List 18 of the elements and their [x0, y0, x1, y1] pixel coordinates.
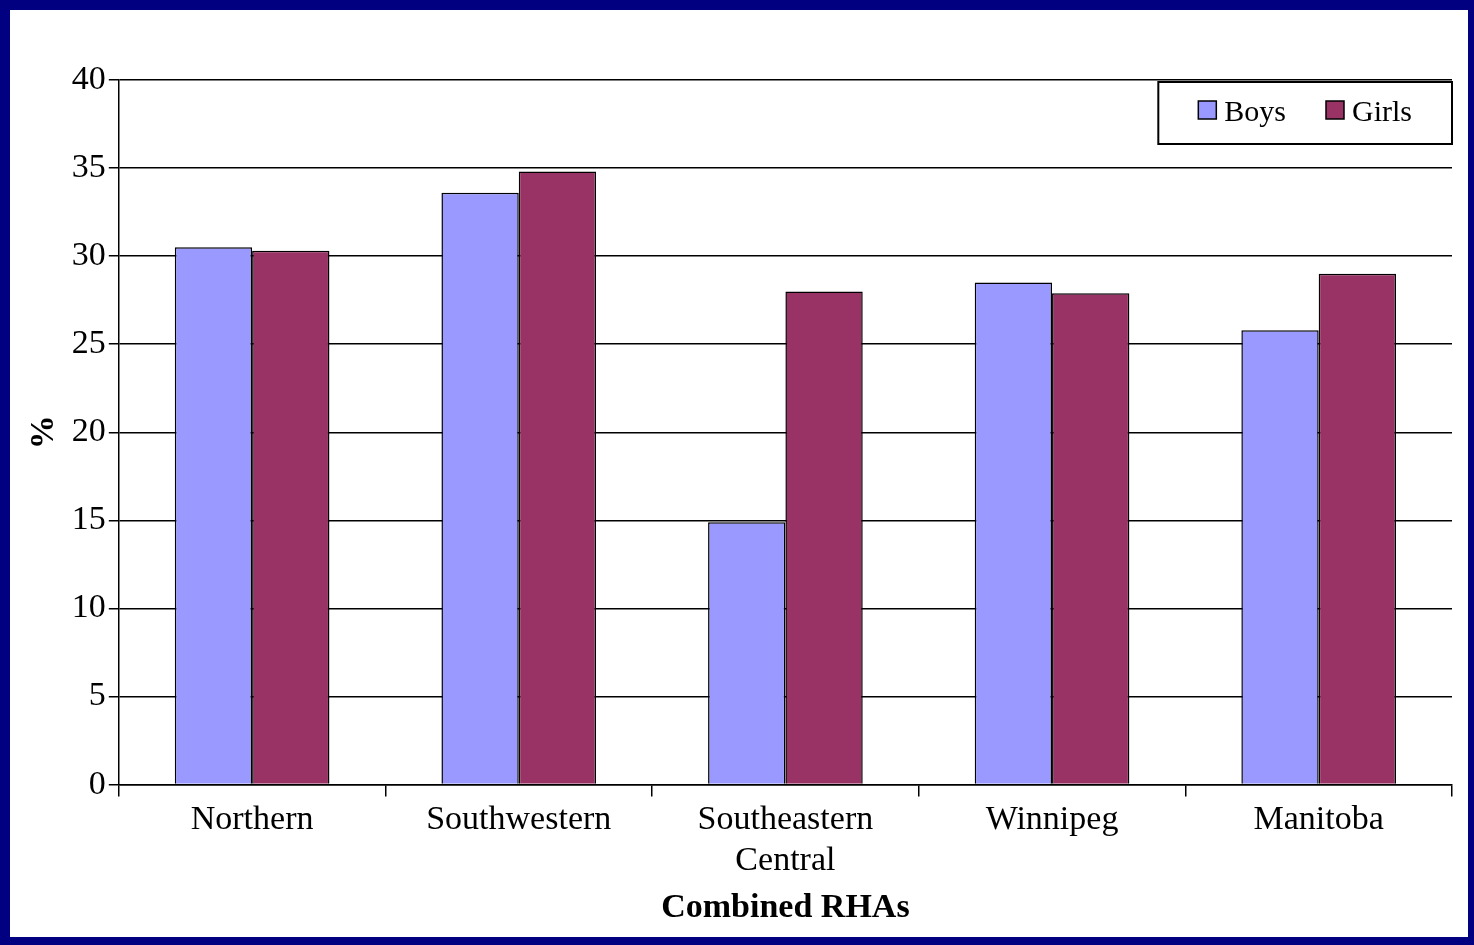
- y-tick-label: 0: [88, 763, 106, 801]
- y-tick-label: 5: [88, 675, 106, 713]
- x-tick-label: Northern: [190, 798, 314, 836]
- y-tick-label: 15: [71, 499, 106, 537]
- x-tick-label: Southeastern Central: [697, 798, 874, 877]
- x-tick-label: Manitoba: [1253, 798, 1384, 836]
- x-axis-title: Combined RHAs: [661, 887, 910, 925]
- y-tick-label: 25: [71, 323, 106, 361]
- y-axis-title: %: [23, 415, 61, 450]
- y-tick-label: 35: [71, 147, 106, 184]
- legend-label: Boys: [1224, 93, 1286, 127]
- y-tick-label: 10: [71, 587, 106, 625]
- y-tick-label: 30: [71, 235, 106, 273]
- x-tick-label: Southwestern: [426, 798, 612, 836]
- legend-label: Girls: [1352, 93, 1412, 127]
- y-tick-label: 20: [71, 411, 106, 449]
- x-tick-label: Winnipeg: [985, 798, 1119, 836]
- y-tick-label: 40: [71, 58, 106, 96]
